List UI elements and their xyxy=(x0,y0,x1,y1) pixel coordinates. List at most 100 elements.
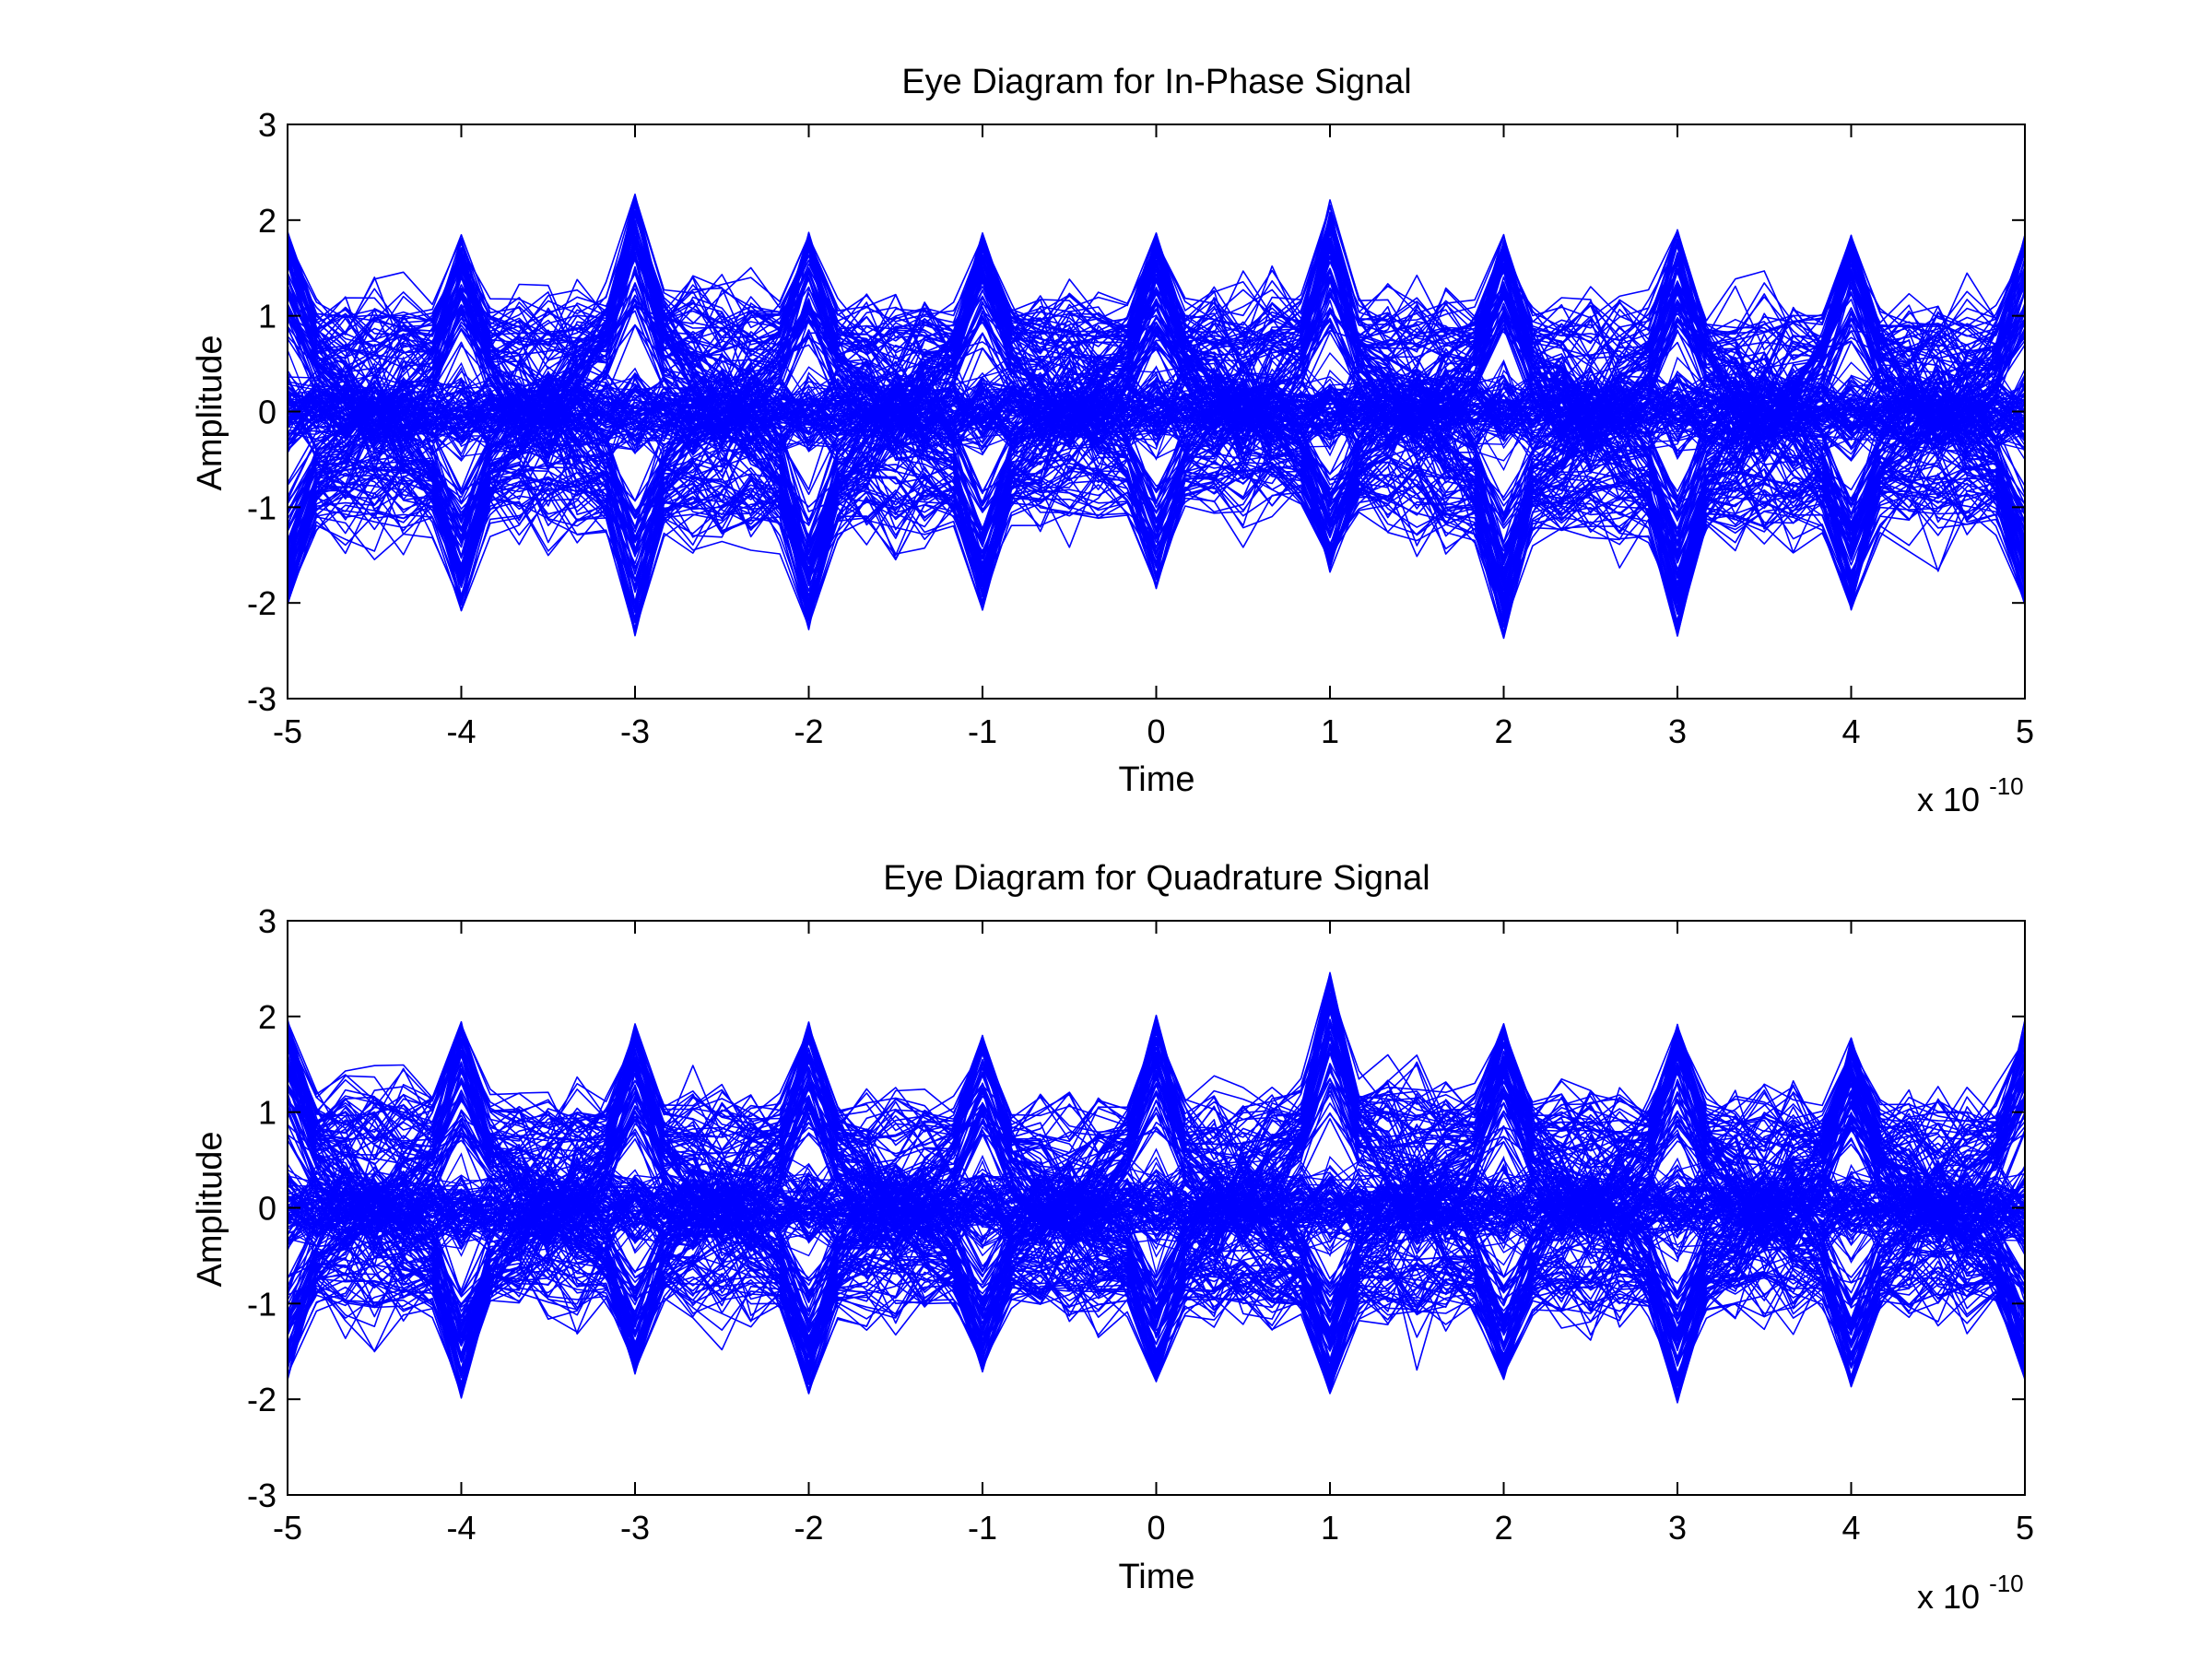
in-phase-y-tick-label: 1 xyxy=(258,298,276,335)
quadrature-eye-trace xyxy=(288,1011,2025,1401)
in-phase-y-axis-label: Amplitude xyxy=(191,335,229,491)
quadrature-eye-trace xyxy=(288,994,2025,1380)
quadrature-eye-trace xyxy=(288,1159,2025,1242)
in-phase-x-exponent-label: x 10 -10 xyxy=(1917,772,2024,818)
quadrature-eye-trace xyxy=(288,1152,2025,1257)
in-phase-eye-trace xyxy=(288,372,2025,454)
quadrature-chart-title: Eye Diagram for Quadrature Signal xyxy=(883,859,1430,898)
quadrature-y-tick-label: 0 xyxy=(258,1190,276,1228)
in-phase-chart-title: Eye Diagram for In-Phase Signal xyxy=(901,63,1411,101)
in-phase-eye-trace xyxy=(288,217,2025,606)
quadrature-y-tick-label: 2 xyxy=(258,998,276,1036)
quadrature-x-axis-label: Time xyxy=(1118,1558,1194,1596)
in-phase-eye-trace xyxy=(288,359,2025,469)
quadrature-eye-trace xyxy=(288,1035,2025,1396)
in-phase-y-tick-label: -2 xyxy=(247,584,276,622)
in-phase-eye-trace xyxy=(288,251,2025,630)
in-phase-y-tick-label: 0 xyxy=(258,394,276,431)
quadrature-x-exponent-base: x 10 xyxy=(1917,1578,1980,1616)
in-phase-eye-trace xyxy=(288,373,2025,472)
in-phase-x-exponent-base: x 10 xyxy=(1917,781,1980,818)
quadrature-x-tick-label: 4 xyxy=(1841,1509,1860,1547)
in-phase-x-tick-label: -3 xyxy=(620,712,650,750)
quadrature-eye-trace xyxy=(288,1169,2025,1256)
quadrature-axes-box xyxy=(287,920,2026,1496)
quadrature-eye-trace xyxy=(288,979,2025,1383)
in-phase-eye-trace xyxy=(288,372,2025,447)
in-phase-x-tick-label: -2 xyxy=(794,712,823,750)
quadrature-y-tick-label: 3 xyxy=(258,902,276,940)
in-phase-eye-trace xyxy=(288,239,2025,597)
in-phase-eye-trace xyxy=(288,210,2025,567)
in-phase-axes-box xyxy=(287,124,2026,700)
in-phase-trace-layer xyxy=(288,194,2025,640)
quadrature-eye-trace xyxy=(288,972,2025,1374)
quadrature-eye-trace xyxy=(288,1164,2025,1255)
quadrature-y-axis-label: Amplitude xyxy=(191,1132,229,1288)
quadrature-eye-diagram-panel: Eye Diagram for Quadrature Signal Time A… xyxy=(191,859,2034,1616)
in-phase-eye-trace xyxy=(288,236,2025,632)
in-phase-x-tick-label: -5 xyxy=(273,712,302,750)
quadrature-eye-trace xyxy=(288,1152,2025,1253)
quadrature-x-exponent-power: -10 xyxy=(1989,1570,2024,1597)
in-phase-eye-trace xyxy=(288,351,2025,463)
in-phase-eye-trace xyxy=(288,240,2025,586)
in-phase-eye-trace xyxy=(288,362,2025,453)
in-phase-eye-trace xyxy=(288,240,2025,594)
quadrature-eye-trace xyxy=(288,1167,2025,1253)
quadrature-x-tick-label: -1 xyxy=(968,1509,997,1547)
in-phase-eye-trace xyxy=(288,228,2025,622)
in-phase-eye-trace xyxy=(288,361,2025,457)
quadrature-trace-layer xyxy=(288,971,2025,1404)
quadrature-x-tick-label: -4 xyxy=(446,1509,476,1547)
in-phase-eye-trace xyxy=(288,236,2025,610)
in-phase-eye-trace xyxy=(288,210,2025,637)
quadrature-eye-trace xyxy=(288,1158,2025,1251)
quadrature-x-exponent-label: x 10 -10 xyxy=(1917,1570,2024,1616)
in-phase-x-tick-label: 5 xyxy=(2016,712,2034,750)
in-phase-eye-trace xyxy=(288,365,2025,451)
quadrature-y-tick-label: -2 xyxy=(247,1381,276,1418)
in-phase-eye-trace xyxy=(288,239,2025,620)
in-phase-eye-trace xyxy=(288,369,2025,473)
in-phase-x-tick-label: 2 xyxy=(1494,712,1512,750)
in-phase-x-tick-label: -4 xyxy=(446,712,476,750)
in-phase-x-tick-label: 3 xyxy=(1668,712,1687,750)
quadrature-eye-trace xyxy=(288,1147,2025,1252)
quadrature-x-tick-label: 1 xyxy=(1321,1509,1339,1547)
in-phase-eye-trace xyxy=(288,215,2025,612)
quadrature-eye-trace xyxy=(288,1159,2025,1249)
quadrature-x-tick-label: -2 xyxy=(794,1509,823,1547)
quadrature-x-tick-label: -3 xyxy=(620,1509,650,1547)
in-phase-eye-trace xyxy=(288,360,2025,462)
quadrature-eye-trace xyxy=(288,1027,2025,1369)
quadrature-eye-trace xyxy=(288,1000,2025,1372)
in-phase-y-tick-label: 3 xyxy=(258,106,276,144)
in-phase-eye-trace xyxy=(288,356,2025,458)
in-phase-y-tick-label: -3 xyxy=(247,680,276,718)
quadrature-eye-trace xyxy=(288,1152,2025,1277)
in-phase-y-tick-label: 2 xyxy=(258,202,276,240)
in-phase-x-tick-label: 4 xyxy=(1841,712,1860,750)
in-phase-eye-trace xyxy=(288,377,2025,461)
quadrature-eye-trace xyxy=(288,1030,2025,1386)
in-phase-x-axis-label: Time xyxy=(1118,760,1194,799)
in-phase-y-tick-label: -1 xyxy=(247,488,276,526)
quadrature-y-tick-label: -3 xyxy=(247,1477,276,1514)
quadrature-x-tick-label: -5 xyxy=(273,1509,302,1547)
in-phase-x-tick-label: -1 xyxy=(968,712,997,750)
in-phase-eye-trace xyxy=(288,220,2025,597)
in-phase-eye-trace xyxy=(288,232,2025,635)
quadrature-x-tick-label: 2 xyxy=(1494,1509,1512,1547)
in-phase-x-tick-label: 0 xyxy=(1147,712,1165,750)
in-phase-eye-trace xyxy=(288,362,2025,453)
in-phase-eye-trace xyxy=(288,225,2025,586)
in-phase-eye-diagram-panel: Eye Diagram for In-Phase Signal Time Amp… xyxy=(191,63,2034,818)
quadrature-y-tick-label: -1 xyxy=(247,1285,276,1323)
in-phase-x-exponent-power: -10 xyxy=(1989,772,2024,800)
in-phase-tick-layer: -5 -4 -3 -2 -1 0 1 2 3 4 5 -3 -2 -1 0 1 2 3 xyxy=(247,106,2034,750)
in-phase-eye-trace xyxy=(288,368,2025,459)
quadrature-x-tick-label: 0 xyxy=(1147,1509,1165,1547)
